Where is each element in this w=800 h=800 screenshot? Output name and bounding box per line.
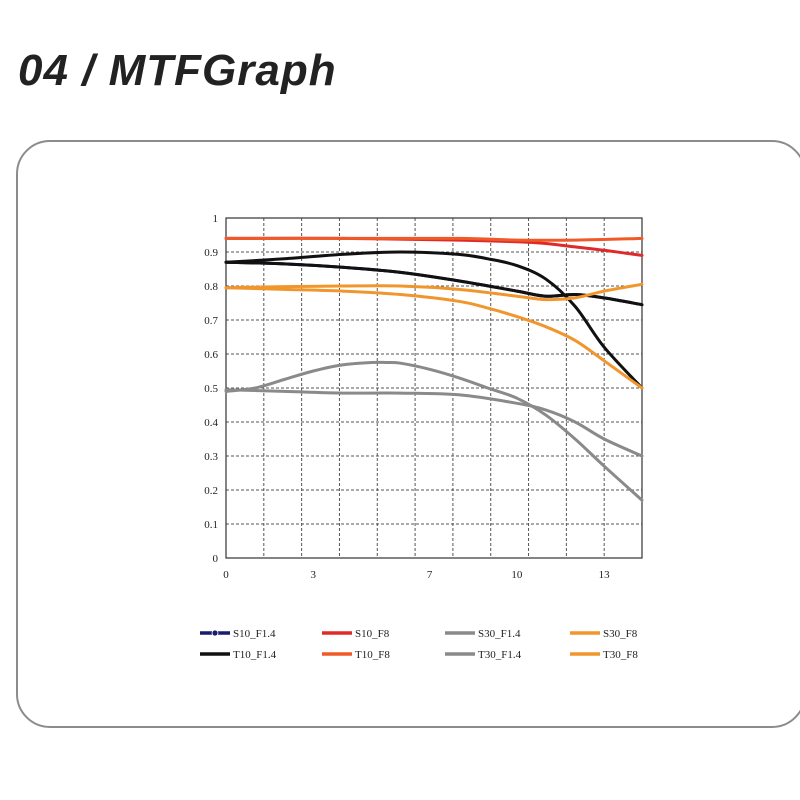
series-line-t10-f1-4 bbox=[224, 250, 644, 390]
series-line-t30-f8 bbox=[224, 286, 644, 390]
series-lines bbox=[224, 236, 644, 502]
y-tick-label: 0.6 bbox=[204, 349, 218, 361]
legend-marker bbox=[211, 629, 219, 637]
y-tick-label: 0.7 bbox=[204, 315, 218, 327]
legend-label-s30-f8: S30_F8 bbox=[603, 628, 638, 640]
legend-label-s30-f1-4: S30_F1.4 bbox=[478, 628, 521, 640]
legend-label-t10-f8: T10_F8 bbox=[355, 649, 390, 661]
x-tick-label: 0 bbox=[223, 569, 229, 581]
legend-label-s10-f8: S10_F8 bbox=[355, 628, 390, 640]
y-tick-label: 0.5 bbox=[204, 383, 218, 395]
x-tick-label: 10 bbox=[511, 569, 523, 581]
legend-label-t30-f8: T30_F8 bbox=[603, 649, 638, 661]
y-tick-label: 0 bbox=[213, 553, 219, 565]
legend-label-t10-f1-4: T10_F1.4 bbox=[233, 649, 277, 661]
x-tick-label: 7 bbox=[427, 569, 433, 581]
y-tick-label: 0.3 bbox=[204, 451, 218, 463]
grid bbox=[226, 218, 642, 558]
legend-label-s10-f1-4: S10_F1.4 bbox=[233, 628, 276, 640]
legend: S10_F1.4 S10_F8 S30_F1.4 S30_F8 T10_F1.4 T10_… bbox=[200, 628, 638, 661]
series-line-s30-f8 bbox=[224, 282, 644, 302]
x-tick-label: 13 bbox=[599, 569, 611, 581]
y-tick-label: 0.8 bbox=[204, 281, 218, 293]
y-tick-label: 0.4 bbox=[204, 417, 218, 429]
series-line-t10-f8 bbox=[224, 236, 644, 242]
y-tick-label: 1 bbox=[213, 213, 219, 225]
series-line-t30-f1-4 bbox=[224, 360, 644, 502]
legend-label-t30-f1-4: T30_F1.4 bbox=[478, 649, 522, 661]
page-title: 04 / MTFGraph bbox=[18, 46, 337, 95]
y-tick-label: 0.1 bbox=[204, 519, 218, 531]
x-tick-label: 3 bbox=[311, 569, 317, 581]
y-tick-label: 0.2 bbox=[204, 485, 218, 497]
y-tick-label: 0.9 bbox=[204, 247, 218, 259]
series-line-s30-f1-4 bbox=[224, 388, 644, 458]
axes: 00.10.20.30.40.50.60.70.80.910 3 7 10 13 bbox=[204, 213, 643, 581]
